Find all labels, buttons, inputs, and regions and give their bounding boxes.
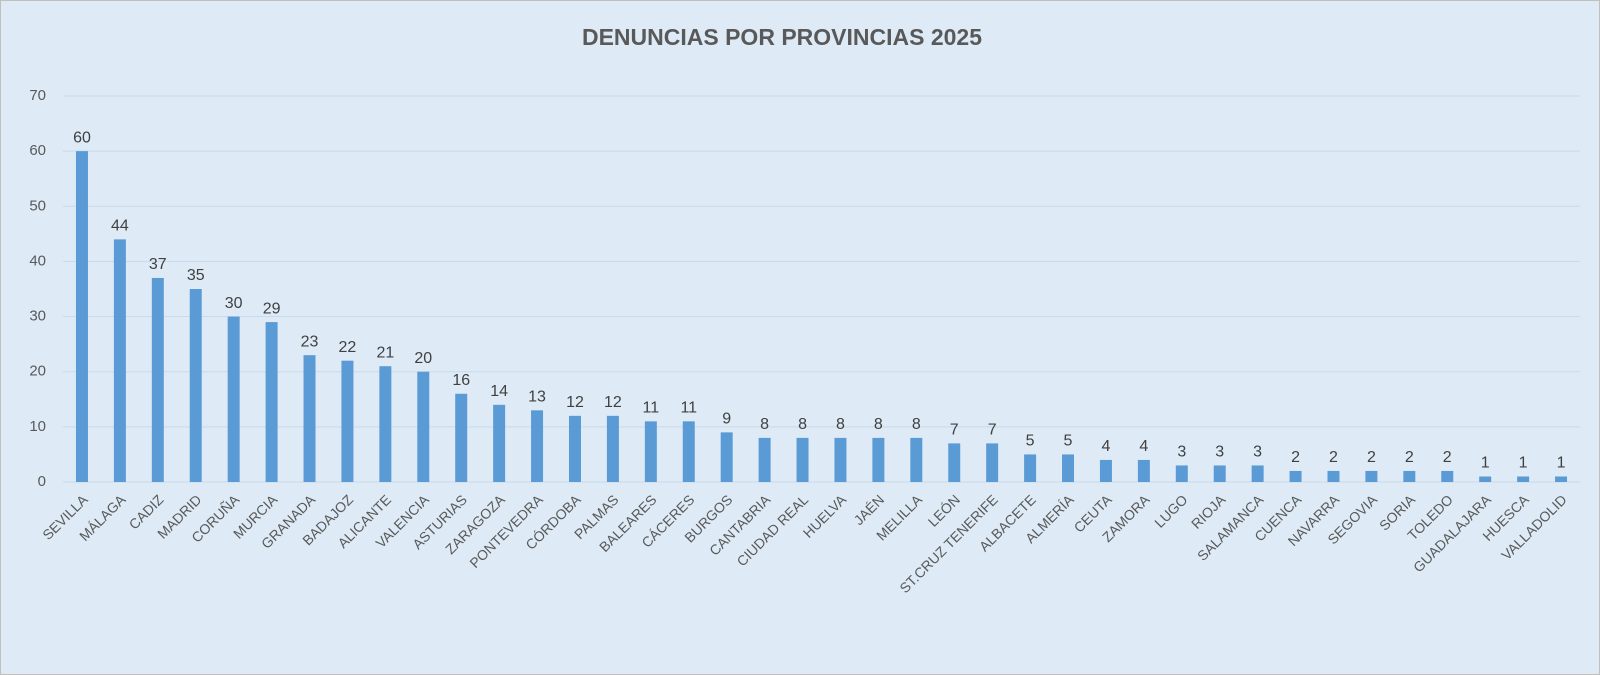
data-label: 11: [643, 400, 660, 417]
data-label: 11: [680, 400, 697, 417]
bar: [341, 360, 354, 482]
bar: [75, 151, 88, 482]
bar: [1137, 459, 1150, 482]
bar: [758, 437, 771, 482]
y-tick-label: 70: [29, 87, 46, 104]
bar: [303, 355, 316, 482]
data-label: 1: [1557, 455, 1566, 472]
bar: [1062, 454, 1075, 482]
data-label: 30: [225, 295, 243, 312]
data-label: 1: [1519, 455, 1528, 472]
bar: [1175, 465, 1188, 482]
y-tick-label: 40: [29, 252, 46, 269]
data-label: 37: [149, 256, 167, 273]
data-label: 13: [528, 389, 546, 406]
y-tick-label: 60: [29, 142, 46, 159]
data-label: 7: [950, 422, 959, 439]
bar: [1251, 465, 1264, 482]
bar: [1517, 476, 1530, 482]
y-tick-label: 50: [29, 197, 46, 214]
data-label: 4: [1139, 438, 1148, 455]
data-label: 2: [1367, 449, 1376, 466]
bar: [796, 437, 809, 482]
bar: [720, 432, 733, 482]
bar: [379, 366, 392, 482]
data-label: 5: [1064, 433, 1073, 450]
bar: [1213, 465, 1226, 482]
chart-title: DENUNCIAS POR PROVINCIAS 2025: [582, 24, 982, 50]
bar: [493, 404, 506, 482]
bar: [644, 421, 657, 482]
data-label: 3: [1215, 444, 1224, 461]
data-label: 60: [73, 129, 91, 146]
data-label: 2: [1405, 449, 1414, 466]
data-label: 14: [490, 383, 508, 400]
bar: [1441, 470, 1454, 482]
data-label: 8: [874, 416, 883, 433]
data-label: 16: [452, 372, 470, 389]
data-label: 23: [301, 333, 319, 350]
y-tick-label: 20: [29, 363, 46, 380]
data-label: 8: [912, 416, 921, 433]
bar: [455, 393, 468, 482]
bar: [986, 443, 999, 482]
data-label: 2: [1329, 449, 1338, 466]
data-label: 3: [1253, 444, 1262, 461]
y-tick-label: 10: [29, 418, 46, 435]
bar: [834, 437, 847, 482]
bar: [872, 437, 885, 482]
bar: [1327, 470, 1340, 482]
bar: [1365, 470, 1378, 482]
bar: [606, 415, 619, 482]
bar: [1024, 454, 1037, 482]
data-label: 22: [339, 339, 357, 356]
data-label: 21: [376, 344, 394, 361]
data-label: 3: [1177, 444, 1186, 461]
bar: [1099, 459, 1112, 482]
data-label: 2: [1291, 449, 1300, 466]
y-tick-label: 0: [38, 473, 46, 490]
bar: [910, 437, 923, 482]
bar: [265, 322, 278, 482]
data-label: 12: [566, 394, 584, 411]
bar: [531, 410, 544, 482]
bar: [417, 371, 430, 482]
bar: [1403, 470, 1416, 482]
bar: [568, 415, 581, 482]
data-label: 29: [263, 300, 281, 317]
bar: [1555, 476, 1568, 482]
data-label: 20: [414, 350, 432, 367]
bar: [1479, 476, 1492, 482]
data-label: 12: [604, 394, 622, 411]
data-label: 2: [1443, 449, 1452, 466]
data-label: 4: [1101, 438, 1110, 455]
data-label: 5: [1026, 433, 1035, 450]
bar: [227, 316, 240, 482]
data-label: 8: [836, 416, 845, 433]
bar: [189, 289, 202, 482]
data-label: 8: [760, 416, 769, 433]
bar: [1289, 470, 1302, 482]
data-label: 35: [187, 267, 205, 284]
y-tick-label: 30: [29, 308, 46, 325]
bar: [682, 421, 695, 482]
data-label: 44: [111, 218, 129, 235]
data-label: 9: [722, 411, 731, 428]
bar: [113, 239, 126, 482]
data-label: 1: [1481, 455, 1490, 472]
data-label: 7: [988, 422, 997, 439]
bar: [948, 443, 961, 482]
data-label: 8: [798, 416, 807, 433]
bar: [151, 277, 164, 482]
